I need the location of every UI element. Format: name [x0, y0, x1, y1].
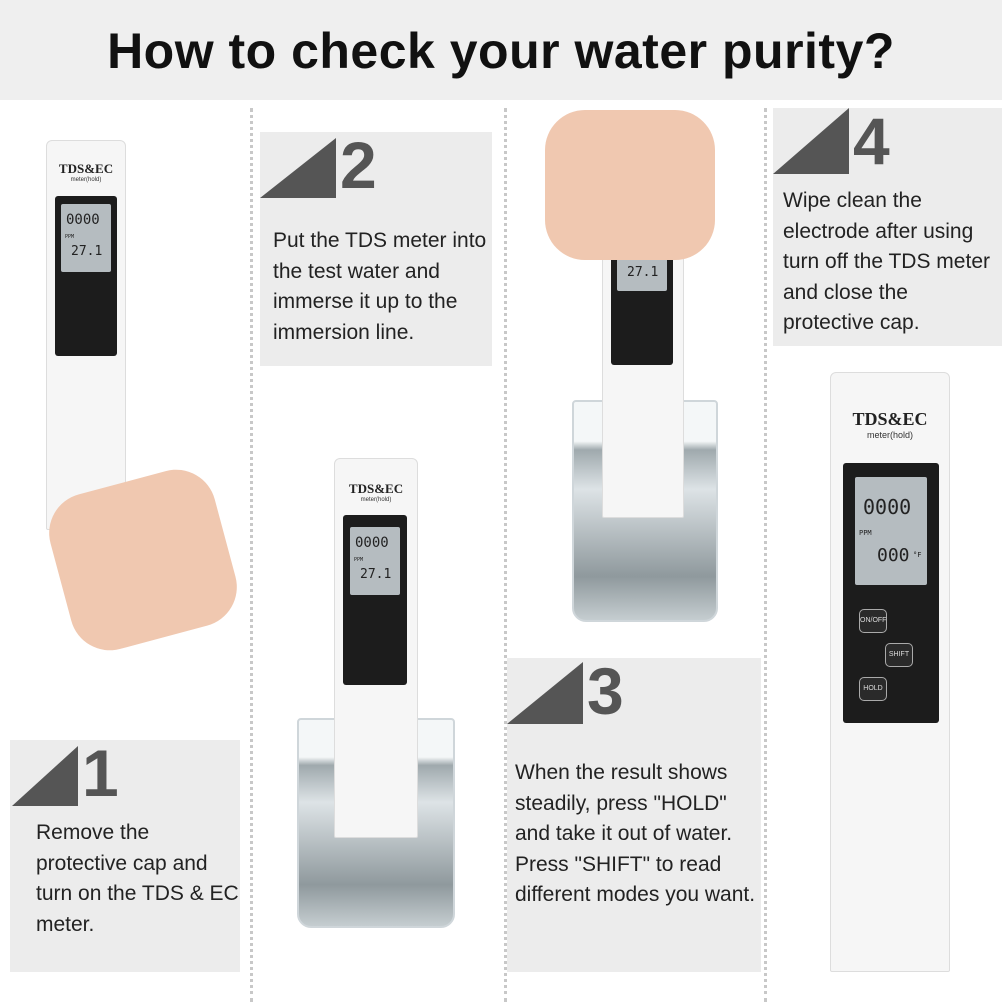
step-1-text: Remove the protective cap and turn on th… — [36, 821, 239, 936]
lcd-reading: 0000 — [863, 495, 912, 519]
meter-brand: TDS&EC — [852, 409, 928, 429]
hold-button: HOLD — [859, 677, 887, 701]
tds-meter-step1: TDS&EC meter(hold) 0000 PPM 27.1 — [46, 140, 126, 530]
meter-subtitle: meter(hold) — [70, 177, 102, 183]
lcd-reading: 0000 — [355, 535, 389, 551]
meter-panel: 0000 PPM 27.1 — [343, 515, 407, 685]
shift-button: SHIFT — [885, 643, 913, 667]
lcd-reading: 0000 — [66, 212, 100, 228]
meter-subtitle: meter(hold) — [360, 497, 392, 503]
lcd-temp-unit: °F — [913, 551, 922, 559]
lcd-unit: PPM — [65, 234, 75, 240]
triangle-icon — [773, 108, 849, 174]
lcd-screen: 0000 PPM 000 °F — [855, 477, 927, 585]
page-title: How to check your water purity? — [107, 23, 895, 79]
step-4-header: 4 — [773, 108, 890, 174]
step-2-header: 2 — [260, 132, 377, 198]
step-2-text: Put the TDS meter into the test water an… — [273, 229, 487, 344]
triangle-icon — [507, 662, 583, 724]
step-3-header: 3 — [507, 658, 624, 724]
lcd-temp: 27.1 — [360, 567, 392, 582]
meter-subtitle: meter(hold) — [866, 430, 913, 440]
meter-brand: TDS&EC — [348, 481, 404, 496]
lcd-temp: 27.1 — [627, 265, 659, 280]
dotted-divider — [504, 108, 507, 1002]
lcd-screen: 0000 PPM 27.1 — [61, 204, 111, 272]
on-off-button: ON/OFF — [859, 609, 887, 633]
lcd-screen: 0000 PPM 27.1 — [350, 527, 400, 595]
triangle-icon — [260, 138, 336, 198]
lcd-unit: PPM — [859, 529, 872, 537]
tds-meter-large: TDS&EC meter(hold) 0000 PPM 000 °F ON/OF… — [830, 372, 950, 972]
lcd-temp: 000 — [877, 545, 910, 566]
step-1-header: 1 — [12, 740, 119, 806]
lcd-unit: PPM — [354, 557, 364, 563]
step-number: 4 — [853, 104, 890, 178]
tds-meter-step2: TDS&EC meter(hold) 0000 PPM 27.1 — [334, 458, 418, 838]
dotted-divider — [764, 108, 767, 1002]
step-4-text: Wipe clean the electrode after using tur… — [783, 189, 990, 334]
triangle-icon — [12, 746, 78, 806]
step-number: 1 — [82, 736, 119, 810]
meter-brand: TDS&EC — [58, 161, 114, 176]
meter-panel: 0000 PPM 000 °F ON/OFF SHIFT HOLD — [843, 463, 939, 723]
lcd-temp: 27.1 — [71, 244, 103, 259]
step-number: 3 — [587, 654, 624, 728]
meter-panel: 0000 PPM 27.1 — [55, 196, 117, 356]
step-number: 2 — [340, 128, 377, 202]
dotted-divider — [250, 108, 253, 1002]
title-band — [0, 0, 1002, 100]
step-3-text: When the result shows steadily, press "H… — [515, 761, 756, 906]
hand-image — [545, 110, 715, 260]
